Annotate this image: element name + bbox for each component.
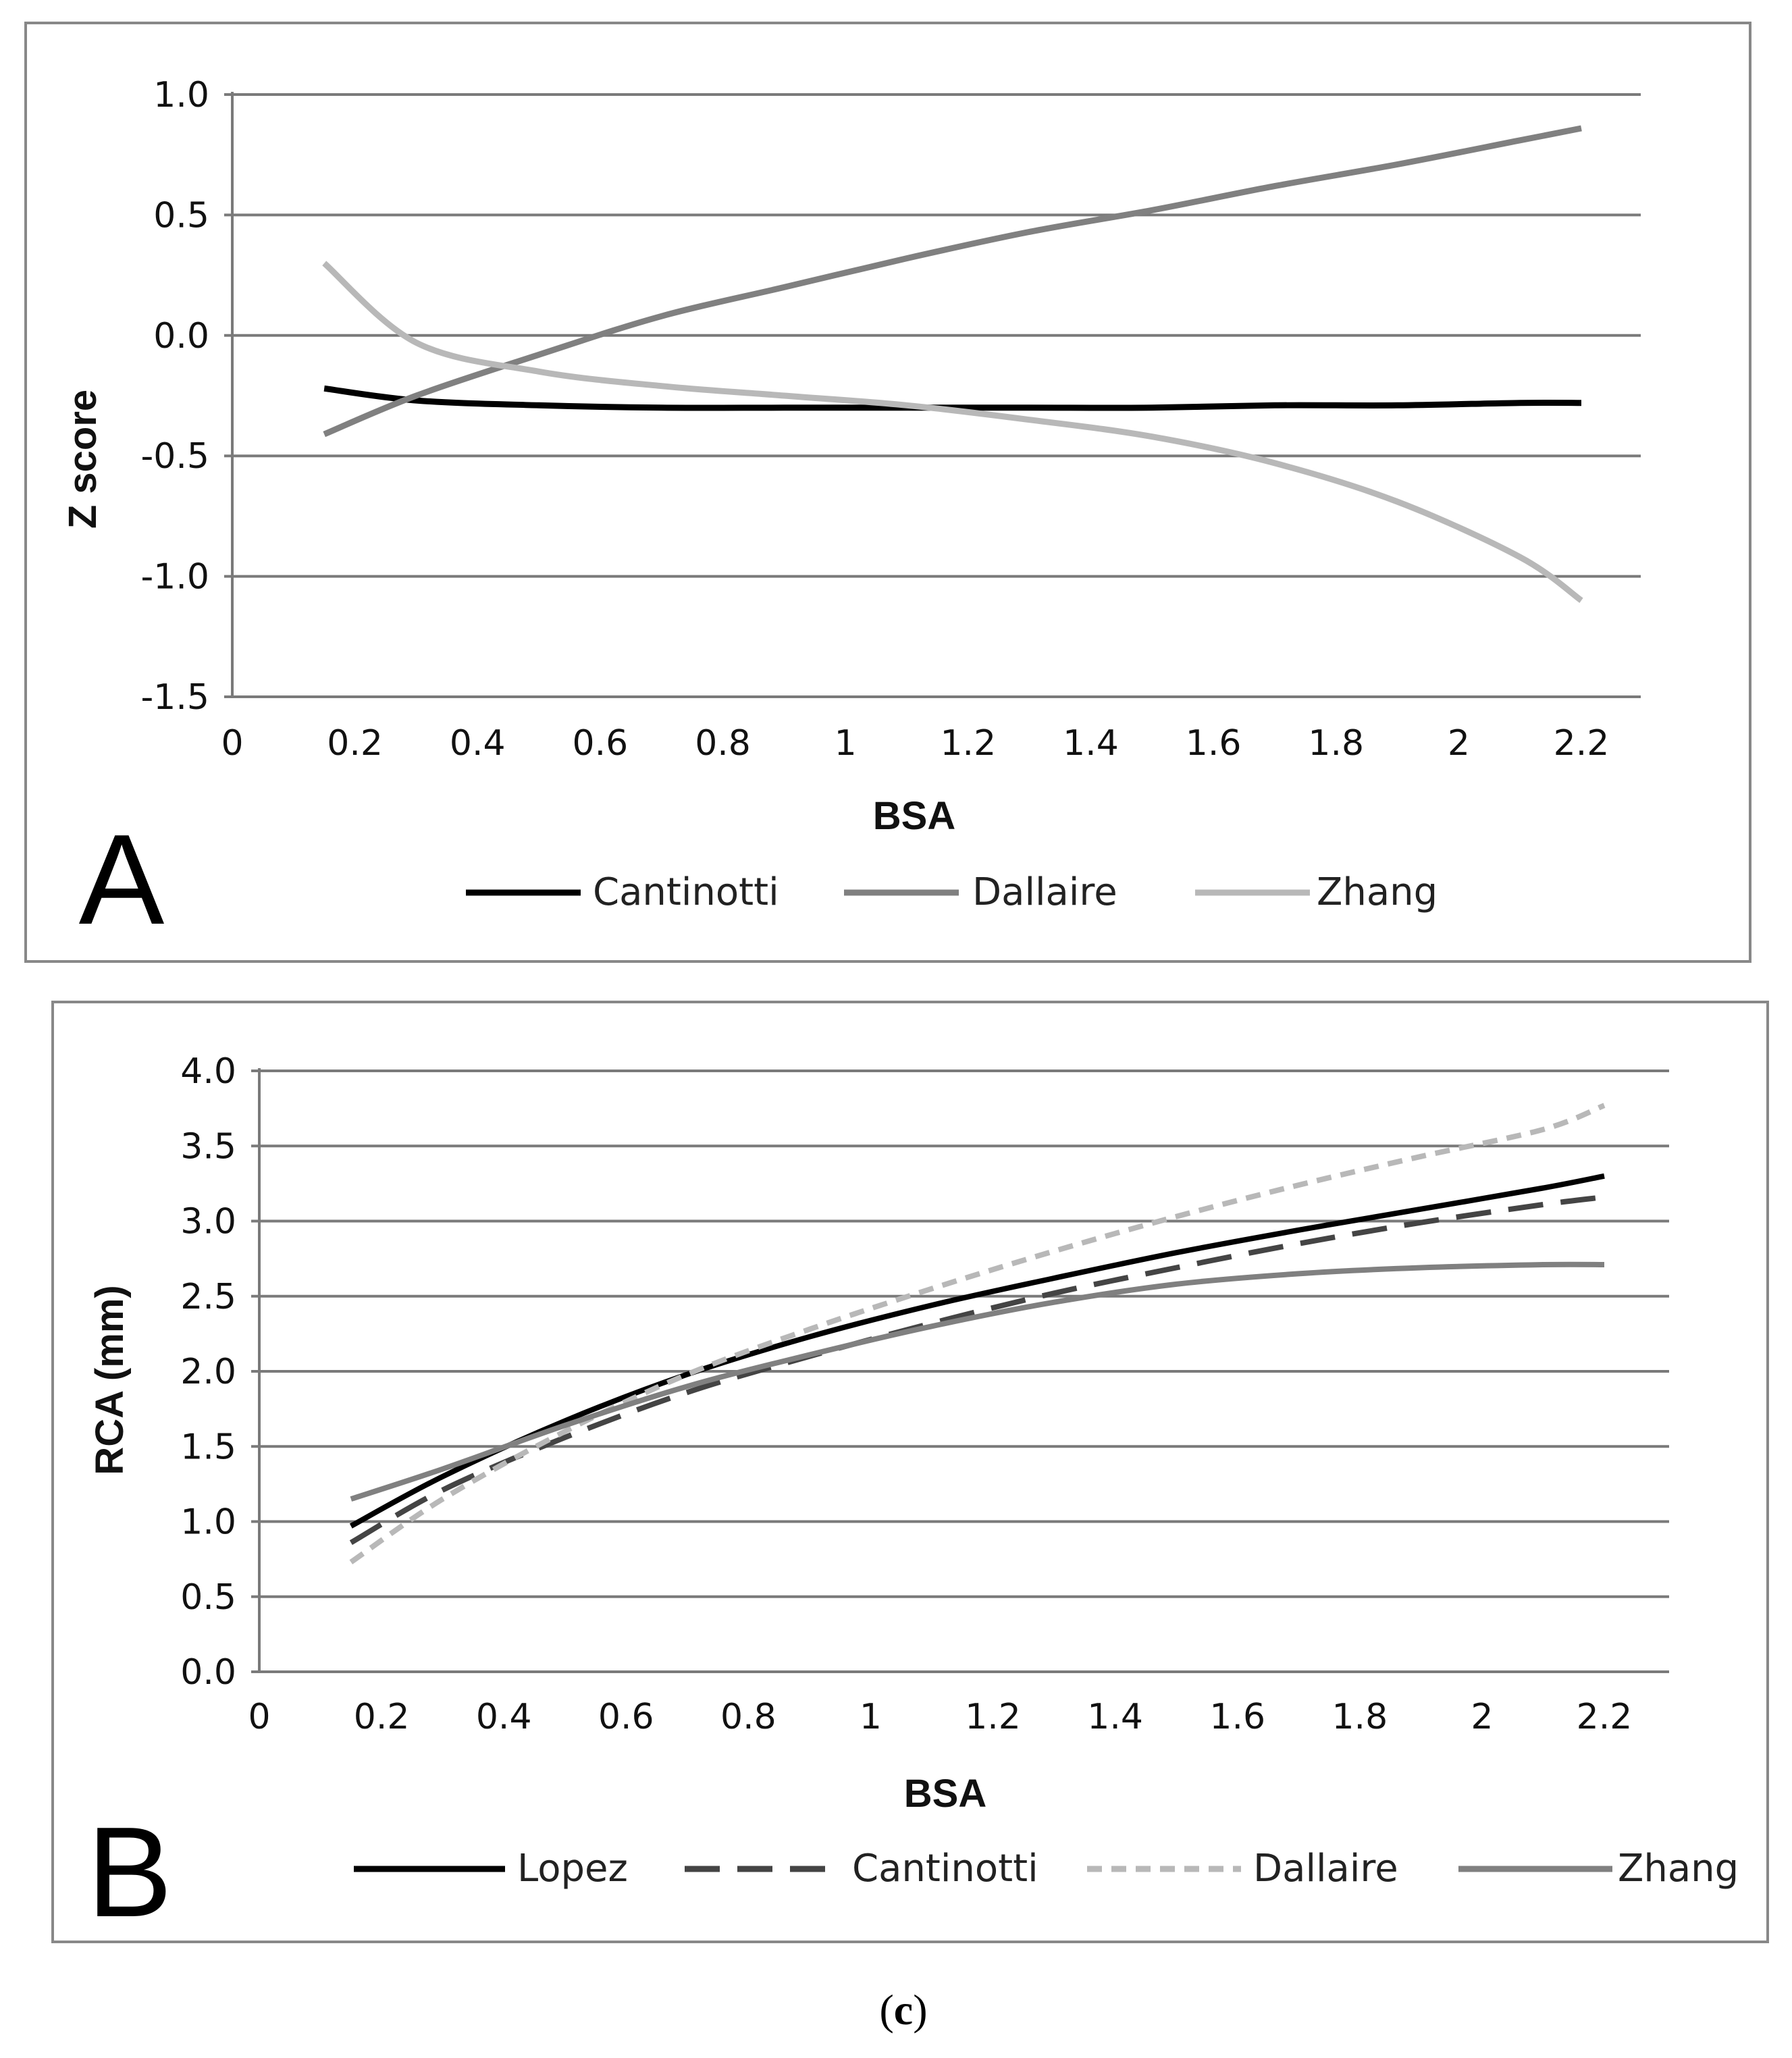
x-tick-label: 0.8 <box>720 1697 776 1737</box>
y-tick-label: 1.5 <box>180 1427 236 1467</box>
caption-letter: c <box>894 1986 913 2034</box>
y-tick-label: 2.5 <box>180 1277 236 1317</box>
panel-a: 1.0 0.5 0.0 -0.5 -1.0 -1.5 0 0.2 0.4 0.6 0.8 1 1.2 1… <box>24 22 1751 963</box>
legend-label-dallaire: Dallaire <box>972 870 1117 914</box>
legend-label-lopez: Lopez <box>517 1847 628 1891</box>
x-tick-label: 1.8 <box>1308 723 1364 764</box>
y-tick-label: 0.0 <box>180 1652 236 1693</box>
x-tick-label: 0.2 <box>327 723 383 764</box>
panel-a-letter: A <box>79 808 165 951</box>
panel-b-series <box>349 1103 1606 1564</box>
series-line-cantinotti <box>323 385 1582 411</box>
panel-b-frame <box>51 1001 1769 1943</box>
x-tick-label: 0.8 <box>695 723 751 764</box>
legend-label-zhang: Zhang <box>1618 1847 1739 1891</box>
caption-open-paren: ( <box>879 1986 893 2034</box>
x-tick-label: 2 <box>1448 723 1470 764</box>
x-tick-label: 1.4 <box>1087 1697 1143 1737</box>
y-tick-label: -1.0 <box>141 557 209 598</box>
x-tick-label: 2 <box>1471 1697 1493 1737</box>
x-tick-label: 1.4 <box>1063 723 1119 764</box>
y-tick-label: -0.5 <box>141 436 209 477</box>
panel-b-letter: B <box>87 1801 173 1944</box>
panel-a-legend: Cantinotti Dallaire Zhang <box>466 870 1438 914</box>
panel-a-y-axis-title: Z score <box>61 390 105 529</box>
x-tick-label: 2.2 <box>1577 1697 1633 1737</box>
panel-a-gridlines <box>224 92 1641 698</box>
y-tick-label: 2.0 <box>180 1352 236 1392</box>
x-tick-label: 0.2 <box>354 1697 410 1737</box>
series-line-lopez <box>349 1173 1605 1529</box>
panel-b-y-axis-title: RCA (mm) <box>88 1285 132 1475</box>
legend-label-dallaire: Dallaire <box>1253 1847 1398 1891</box>
series-line-dallaire <box>323 125 1582 438</box>
panel-b-x-ticks: 0 0.2 0.4 0.6 0.8 1 1.2 1.4 1.6 1.8 2 2.2 <box>248 1697 1632 1737</box>
x-tick-label: 1.2 <box>965 1697 1021 1737</box>
y-tick-label: 1.0 <box>153 75 209 115</box>
legend-label-cantinotti: Cantinotti <box>852 1847 1038 1891</box>
panel-b-legend: Lopez Cantinotti Dallaire Zhang <box>354 1847 1739 1891</box>
x-tick-label: 0.6 <box>573 723 629 764</box>
series-line-cantinotti <box>349 1194 1605 1546</box>
x-tick-label: 0.4 <box>450 723 506 764</box>
x-tick-label: 1 <box>835 723 857 764</box>
series-line-dallaire <box>349 1103 1606 1564</box>
legend-label-zhang: Zhang <box>1317 870 1438 914</box>
x-tick-label: 1.6 <box>1186 723 1242 764</box>
x-tick-label: 1 <box>860 1697 882 1737</box>
x-tick-label: 0.6 <box>598 1697 654 1737</box>
y-tick-label: 4.0 <box>180 1051 236 1092</box>
panel-a-x-ticks: 0 0.2 0.4 0.6 0.8 1 1.2 1.4 1.6 1.8 2 2.2 <box>221 723 1609 764</box>
series-line-zhang <box>322 261 1583 603</box>
y-tick-label: 0.0 <box>153 316 209 357</box>
y-tick-label: -1.5 <box>141 677 209 718</box>
panel-b: 4.0 3.5 3.0 2.5 2.0 1.5 1.0 0.5 0.0 0 0.2 0.4 0.6 0.… <box>51 1001 1769 1944</box>
y-tick-label: 0.5 <box>153 195 209 236</box>
panel-a-series <box>322 125 1583 603</box>
y-tick-label: 1.0 <box>180 1502 236 1543</box>
panel-a-frame <box>24 22 1751 963</box>
x-tick-label: 2.2 <box>1554 723 1610 764</box>
series-line-zhang <box>350 1261 1605 1502</box>
x-tick-label: 1.6 <box>1209 1697 1265 1737</box>
figure-caption: (c) <box>879 1986 927 2034</box>
y-tick-label: 3.5 <box>180 1126 236 1167</box>
panel-b-y-ticks: 4.0 3.5 3.0 2.5 2.0 1.5 1.0 0.5 0.0 <box>180 1051 236 1693</box>
y-tick-label: 3.0 <box>180 1202 236 1242</box>
caption-close-paren: ) <box>913 1986 927 2034</box>
panel-b-gridlines <box>251 1068 1669 1673</box>
x-tick-label: 0 <box>221 723 243 764</box>
x-tick-label: 0.4 <box>476 1697 532 1737</box>
panel-b-x-axis-title: BSA <box>904 1772 986 1816</box>
x-tick-label: 1.8 <box>1332 1697 1388 1737</box>
panel-a-x-axis-title: BSA <box>873 794 955 838</box>
y-tick-label: 0.5 <box>180 1577 236 1618</box>
x-tick-label: 1.2 <box>940 723 996 764</box>
legend-label-cantinotti: Cantinotti <box>593 870 779 914</box>
x-tick-label: 0 <box>248 1697 270 1737</box>
panel-a-y-ticks: 1.0 0.5 0.0 -0.5 -1.0 -1.5 <box>141 75 209 718</box>
